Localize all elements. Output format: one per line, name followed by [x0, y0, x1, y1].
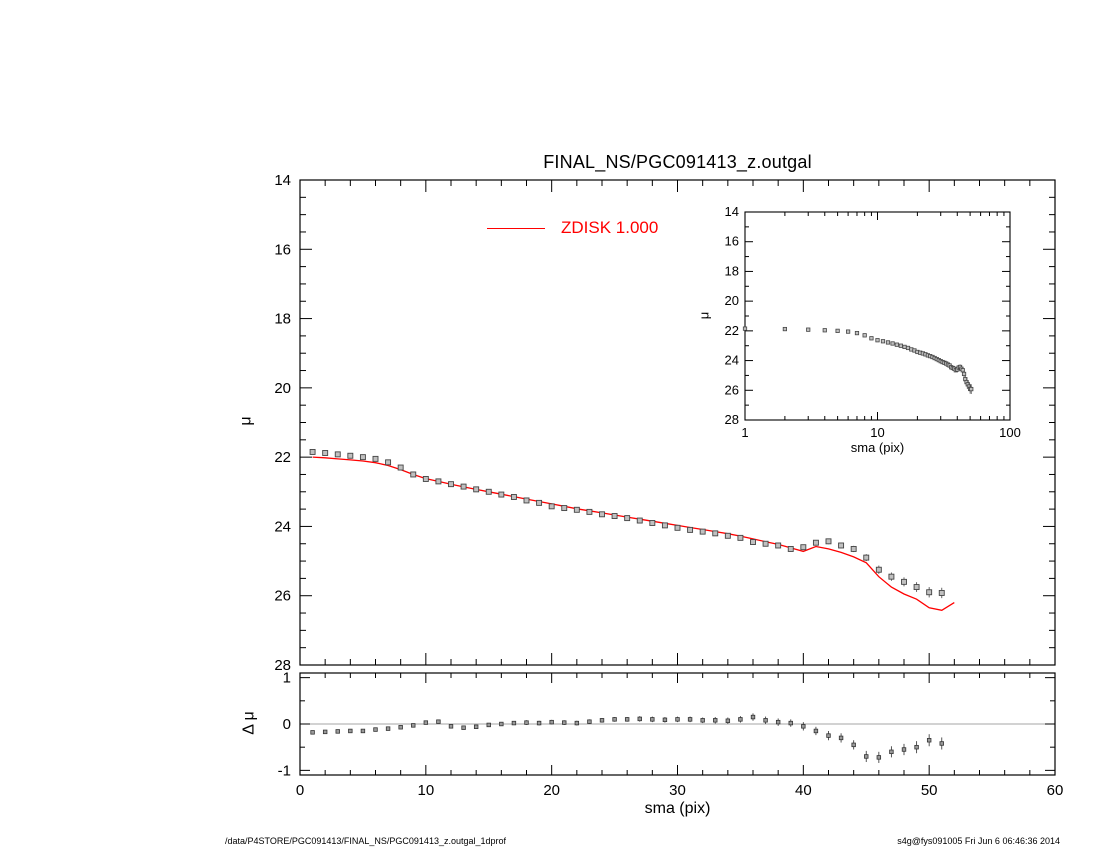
inset-x-axis-label: sma (pix)	[850, 440, 905, 455]
x-axis-label: sma (pix)	[644, 800, 711, 817]
svg-text:24: 24	[274, 518, 291, 535]
svg-text:22: 22	[725, 323, 739, 338]
svg-text:28: 28	[274, 657, 291, 674]
legend-line-sample	[487, 227, 545, 229]
svg-text:0: 0	[283, 716, 291, 733]
svg-text:-1: -1	[278, 762, 291, 779]
svg-text:20: 20	[274, 380, 291, 397]
svg-text:50: 50	[921, 782, 938, 799]
legend-label: ZDISK 1.000	[561, 218, 659, 237]
svg-text:22: 22	[274, 449, 291, 466]
footer-file-path: /data/P4STORE/PGC091413/FINAL_NS/PGC0914…	[225, 836, 507, 846]
svg-text:28: 28	[725, 412, 739, 427]
main-y-axis-label: μ	[237, 416, 255, 426]
svg-text:1: 1	[741, 425, 748, 440]
residual-y-axis-label: Δ μ	[240, 711, 258, 735]
model-line	[312, 456, 955, 611]
legend: ZDISK 1.000	[487, 218, 658, 238]
svg-text:16: 16	[725, 234, 739, 249]
residual-panel: 10-10 10 20 30 40 50 60	[278, 670, 1064, 799]
svg-text:20: 20	[543, 782, 560, 799]
svg-text:16: 16	[274, 241, 291, 258]
svg-text:60: 60	[1047, 782, 1064, 799]
residual-data-points	[310, 713, 944, 763]
inset-data-points	[742, 326, 974, 394]
svg-text:100: 100	[999, 425, 1021, 440]
svg-text:10: 10	[870, 425, 884, 440]
svg-text:1: 1	[283, 670, 291, 687]
page-title: FINAL_NS/PGC091413_z.outgal	[543, 152, 812, 172]
svg-text:14: 14	[725, 204, 739, 219]
svg-text:26: 26	[274, 588, 291, 605]
svg-text:14: 14	[274, 172, 291, 189]
svg-text:18: 18	[725, 263, 739, 278]
main-panel: 14 16 18 20 22 24 26 28	[274, 172, 1056, 674]
svg-text:26: 26	[725, 382, 739, 397]
main-data-points	[309, 448, 945, 599]
svg-text:20: 20	[725, 293, 739, 308]
inset-panel: 14 16 18 20 22 24 26 281 10 100	[725, 204, 1021, 440]
svg-text:24: 24	[725, 353, 739, 368]
svg-text:18: 18	[274, 311, 291, 328]
svg-text:0: 0	[296, 782, 304, 799]
svg-text:10: 10	[417, 782, 434, 799]
svg-text:40: 40	[795, 782, 812, 799]
svg-text:30: 30	[669, 782, 686, 799]
inset-y-axis-label: μ	[696, 311, 712, 320]
footer-user-timestamp: s4g@fys091005 Fri Jun 6 06:46:36 2014	[897, 836, 1060, 846]
